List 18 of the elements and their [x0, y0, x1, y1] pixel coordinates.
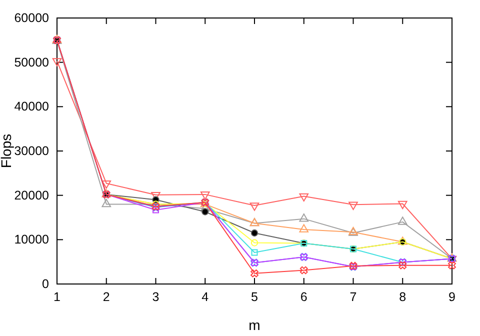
- y-tick-label: 0: [42, 277, 50, 291]
- x-tick-label: 7: [350, 290, 357, 304]
- x-axis-title: m: [248, 317, 260, 333]
- y-tick-label: 60000: [14, 11, 50, 25]
- x-tick-label: 6: [300, 290, 308, 304]
- x-tick-label: 5: [251, 290, 258, 304]
- x-tick-label: 4: [202, 290, 209, 304]
- y-tick-label: 10000: [14, 232, 50, 247]
- x-tick-label: 9: [448, 290, 456, 304]
- y-tick-label: 40000: [14, 100, 50, 114]
- y-tick-label: 30000: [14, 144, 50, 158]
- y-axis-title: Flops: [0, 134, 14, 168]
- x-tick-label: 1: [54, 290, 61, 304]
- y-tick-label: 50000: [14, 55, 50, 70]
- x-tick-label: 2: [102, 290, 110, 304]
- x-tick-label: 8: [399, 290, 406, 304]
- y-tick-label: 20000: [14, 188, 50, 202]
- x-tick-label: 3: [152, 290, 160, 304]
